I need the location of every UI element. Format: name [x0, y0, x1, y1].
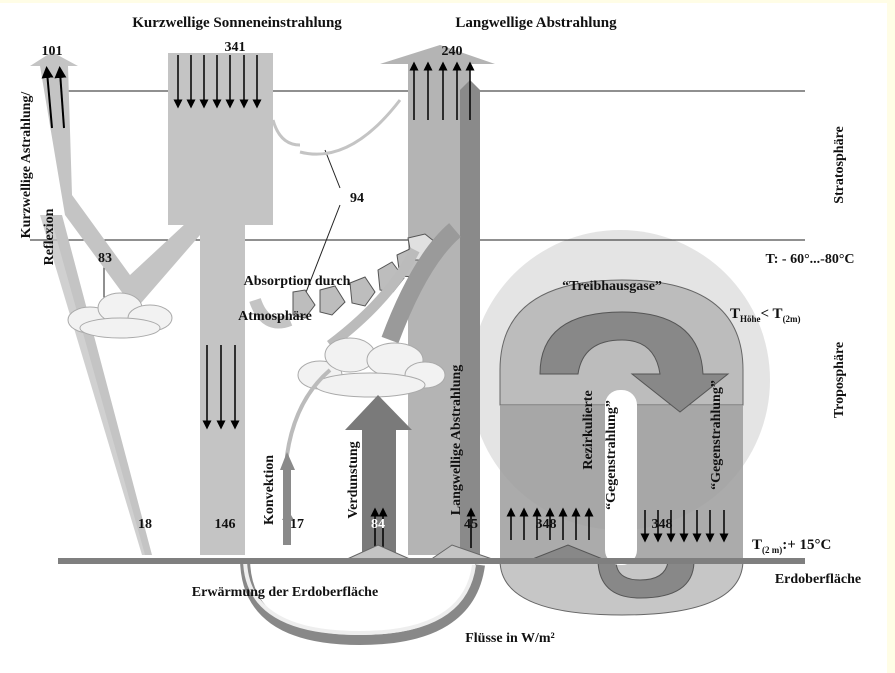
atmos-lw-up-arrow-2 [326, 247, 420, 349]
value-348-up: 348 [536, 517, 557, 532]
label-reflection-2: Reflexion [42, 208, 57, 265]
label-troposphere: Troposphäre [832, 342, 847, 418]
counter-radiation-channel [605, 390, 637, 565]
label-counter-radiation-1: “Gegenstrahlung” [604, 400, 619, 510]
value-83: 83 [98, 251, 112, 266]
solar-flow [168, 53, 273, 555]
up-arrow [41, 66, 54, 129]
back-down-arrows [640, 510, 729, 543]
atmos-lw-up-arrow [381, 223, 462, 344]
value-348-down: 348 [652, 517, 673, 532]
leader-94b [302, 204, 341, 301]
label-surface-warming: Erwärmung der Erdoberfläche [192, 585, 378, 600]
label-recirculated: Rezirkulierte [581, 390, 596, 469]
up-arrow [54, 66, 67, 129]
label-fluxes-unit: Flüsse in W/m² [465, 631, 555, 646]
cloud-icon [67, 292, 173, 339]
label-stratosphere: Stratosphäre [832, 126, 847, 204]
greenhouse-loop [499, 279, 744, 616]
cloud-icon [297, 337, 446, 398]
label-t-height-relation: THöhe< T(2m) [730, 306, 801, 324]
value-101: 101 [42, 44, 63, 59]
value-94: 94 [350, 191, 364, 206]
value-341: 341 [225, 40, 246, 55]
value-17: 17 [290, 517, 304, 532]
label-counter-radiation-2: “Gegenstrahlung” [709, 380, 724, 490]
value-146: 146 [215, 517, 236, 532]
atmos-absorption-bend [249, 297, 293, 329]
evaporation-arrow [345, 395, 412, 555]
value-84: 84 [371, 517, 385, 532]
label-lw-radiation: Langwellige Abstrahlung [449, 365, 464, 516]
longwave-arrows [409, 61, 475, 120]
value-18: 18 [138, 517, 152, 532]
label-tropopause-temp: T: - 60°...-80°C [765, 252, 854, 267]
label-reflection-1: Kurzwellige Astrahlung/ [19, 91, 34, 239]
label-convection: Konvektion [262, 455, 277, 525]
ground-bar [58, 558, 805, 564]
back-up-arrows [506, 507, 594, 540]
convection-arrow [280, 452, 295, 545]
value-45: 45 [464, 517, 478, 532]
label-absorption-1: Absorption durch [244, 274, 351, 289]
label-greenhouse: “Treibhausgase” [562, 279, 662, 294]
absorbed-arc [271, 119, 301, 147]
leader-94a [324, 149, 341, 189]
solar-arrows [173, 55, 262, 109]
title-longwave: Langwellige Abstrahlung [455, 15, 617, 31]
recirculation-arrow [539, 311, 730, 413]
label-surface-temp: T(2 m):+ 15°C [752, 537, 831, 555]
label-absorption-2: Atmosphäre [238, 309, 312, 324]
value-240: 240 [442, 44, 463, 59]
reflection-ray-surface [50, 215, 152, 555]
stratosphere-arc [299, 99, 402, 156]
title-shortwave: Kurzwellige Sonneneinstrahlung [132, 15, 342, 31]
label-surface: Erdoberfläche [775, 572, 861, 587]
label-evaporation: Verdunstung [346, 441, 361, 518]
surface-absorption-arrows [202, 345, 240, 430]
